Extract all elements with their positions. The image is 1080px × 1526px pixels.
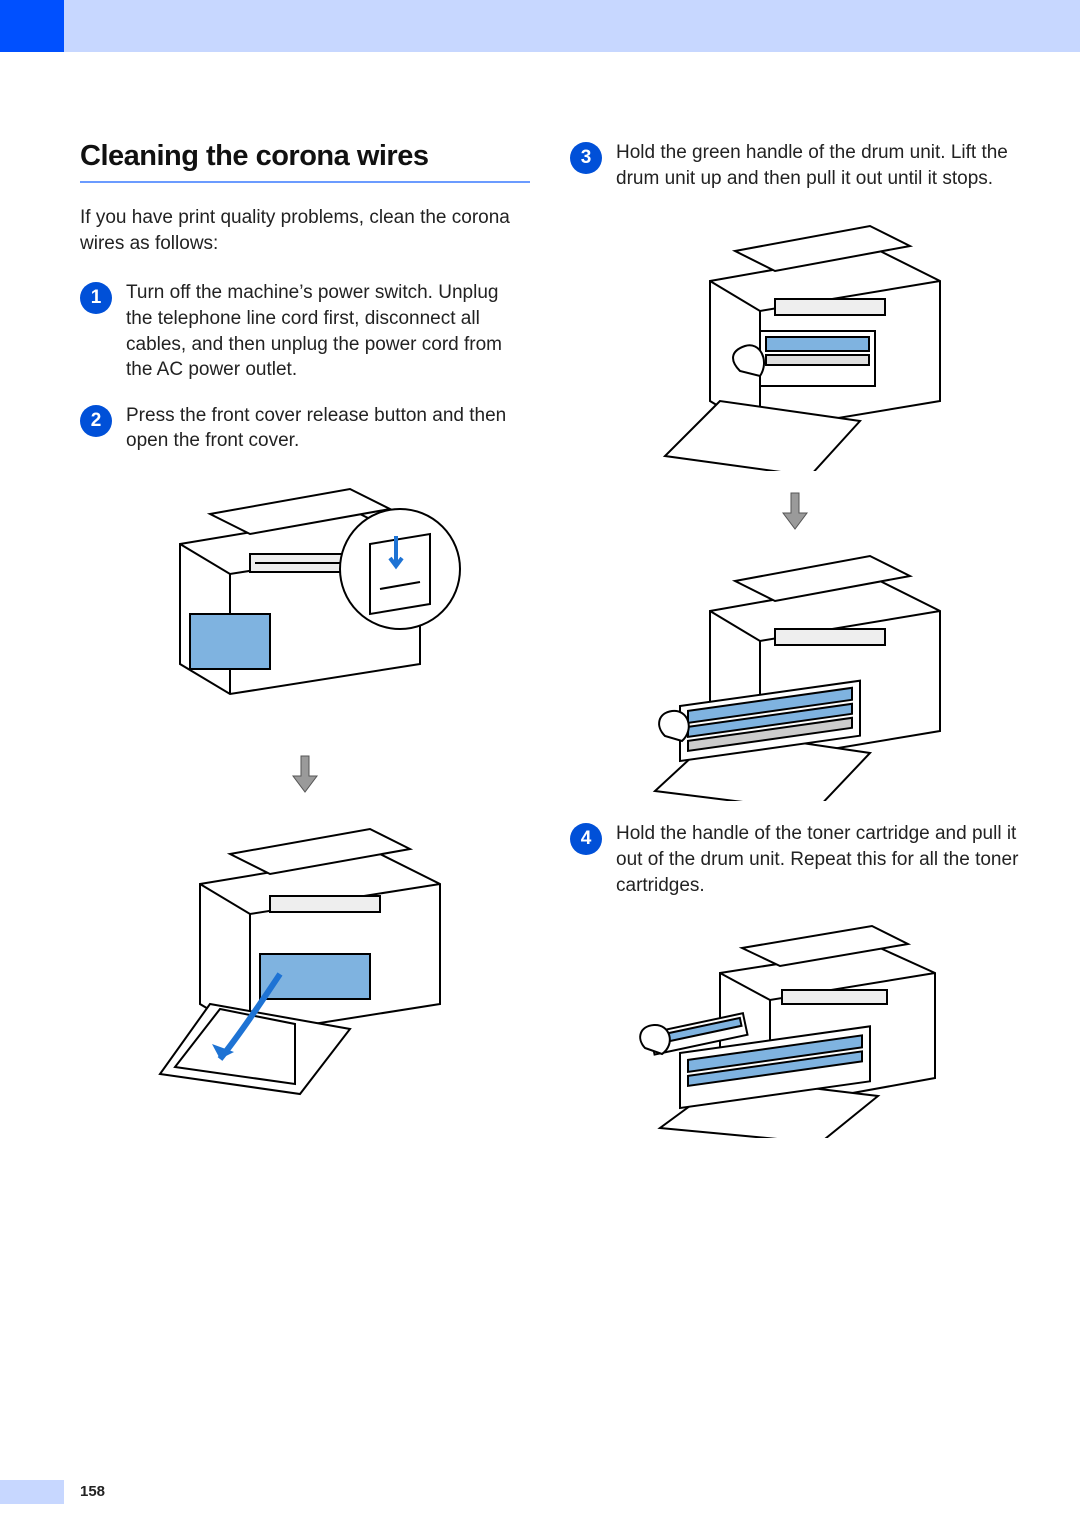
step-text: Press the front cover release button and… [126, 403, 530, 454]
sequence-arrow-icon [779, 491, 811, 531]
illustration-step2b [120, 804, 490, 1104]
step-badge: 3 [570, 142, 602, 174]
step-text: Turn off the machine’s power switch. Unp… [126, 280, 530, 383]
step-text: Hold the green handle of the drum unit. … [616, 140, 1020, 191]
step-4: 4 Hold the handle of the toner cartridge… [570, 821, 1020, 898]
step-2: 2 Press the front cover release button a… [80, 403, 530, 454]
content-area: Cleaning the corona wires If you have pr… [80, 140, 1020, 1158]
section-heading: Cleaning the corona wires [80, 140, 530, 183]
step-badge: 4 [570, 823, 602, 855]
step-badge: 2 [80, 405, 112, 437]
step-text: Hold the handle of the toner cartridge a… [616, 821, 1020, 898]
intro-text: If you have print quality problems, clea… [80, 205, 530, 256]
printer-diagram-icon [610, 541, 980, 801]
header-band [0, 0, 1080, 52]
left-margin-band [0, 52, 64, 1526]
right-column: 3 Hold the green handle of the drum unit… [570, 140, 1020, 1158]
illustration-step3a [610, 211, 980, 471]
step-1: 1 Turn off the machine’s power switch. U… [80, 280, 530, 383]
step-badge: 1 [80, 282, 112, 314]
step-3: 3 Hold the green handle of the drum unit… [570, 140, 1020, 191]
printer-diagram-icon [120, 474, 490, 734]
left-column: Cleaning the corona wires If you have pr… [80, 140, 530, 1158]
printer-diagram-icon [610, 918, 980, 1138]
header-tab [0, 0, 64, 52]
page-number: 158 [80, 1483, 105, 1500]
manual-page: Cleaning the corona wires If you have pr… [0, 0, 1080, 1526]
page-number-band [0, 1480, 64, 1504]
illustration-step2a [120, 474, 490, 734]
illustration-step4 [610, 918, 980, 1138]
sequence-arrow-icon [289, 754, 321, 794]
printer-diagram-icon [610, 211, 980, 471]
printer-diagram-icon [120, 804, 490, 1104]
illustration-step3b [610, 541, 980, 801]
